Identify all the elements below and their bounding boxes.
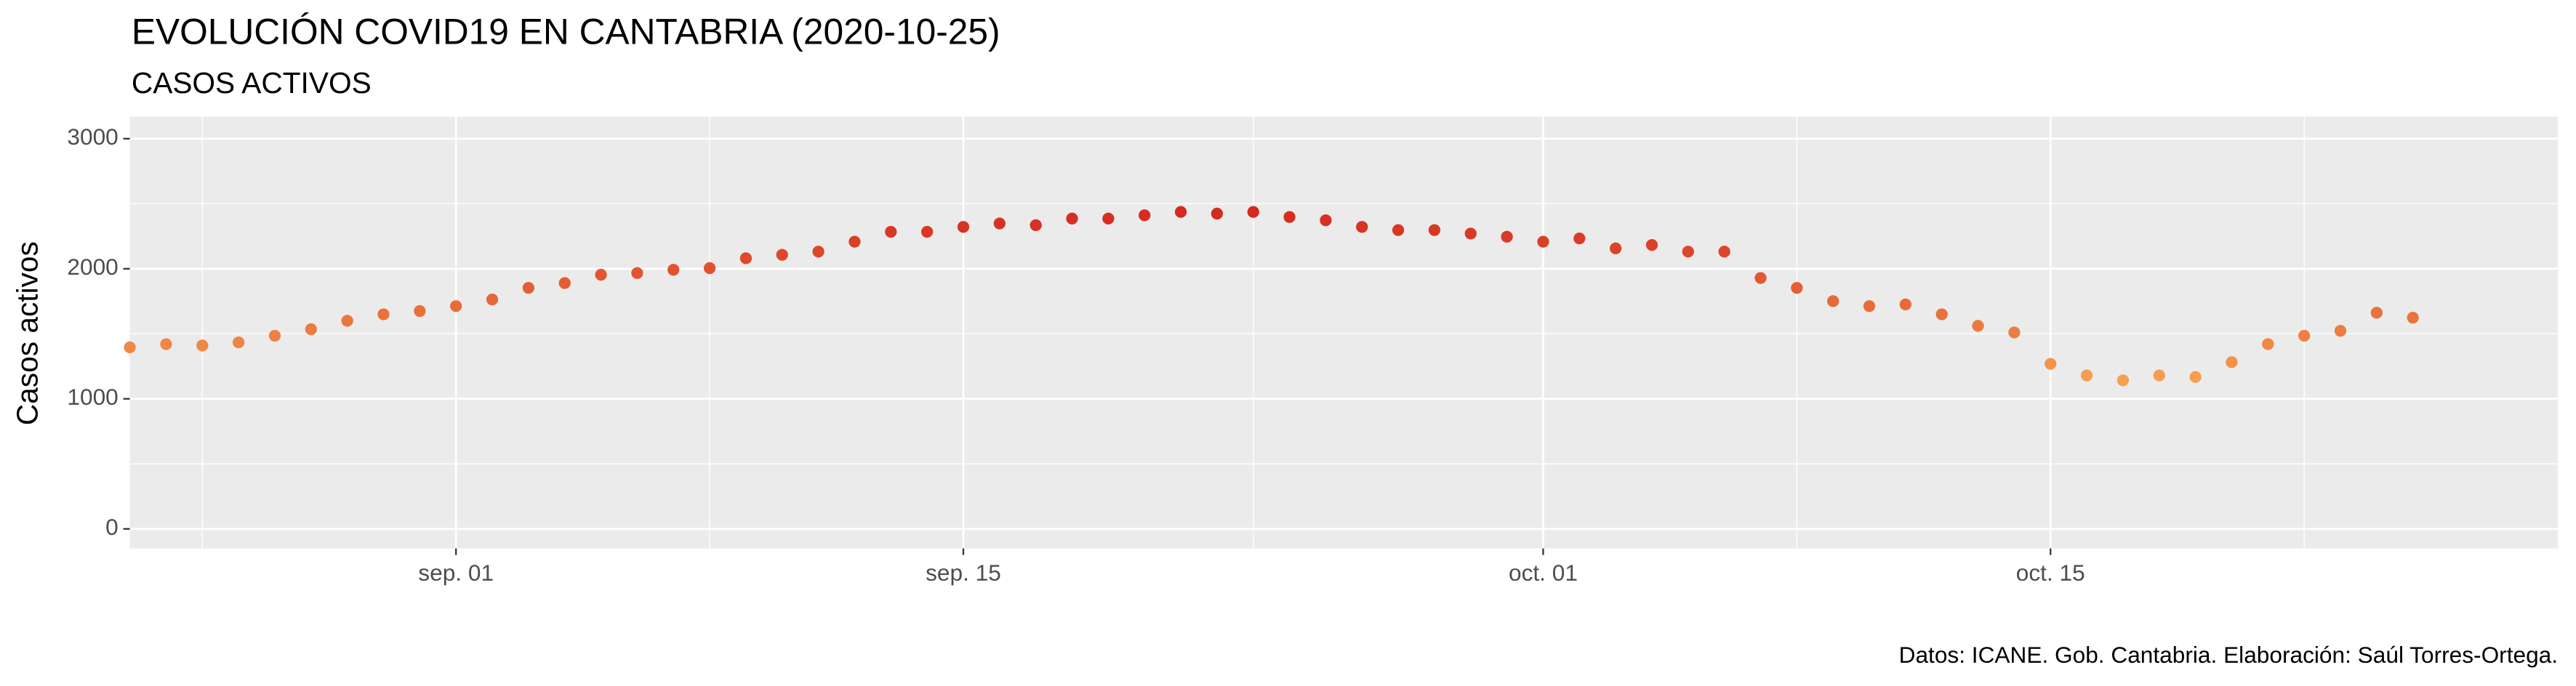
point	[812, 246, 824, 258]
point	[993, 217, 1006, 230]
point	[124, 341, 136, 354]
point	[1537, 235, 1549, 248]
point	[450, 300, 462, 312]
point	[2045, 358, 2057, 370]
point	[739, 252, 753, 265]
point	[232, 336, 245, 349]
point	[2298, 329, 2311, 342]
point	[2262, 338, 2274, 350]
x-tick-label: sep. 01	[418, 560, 494, 586]
y-axis-label: Casos activos	[11, 241, 44, 425]
point	[1066, 212, 1078, 225]
point	[1392, 224, 1405, 236]
y-tick-label: 3000	[67, 124, 118, 150]
plot-panel	[129, 116, 2559, 549]
point	[1754, 272, 1767, 284]
point	[595, 268, 607, 281]
point	[1972, 320, 1984, 332]
point	[1464, 227, 1477, 240]
point	[414, 304, 426, 318]
point	[2370, 307, 2383, 319]
point	[377, 308, 390, 320]
point	[558, 277, 571, 289]
point	[1899, 298, 1912, 311]
x-tick-label: oct. 01	[1509, 560, 1578, 586]
point	[885, 225, 897, 238]
point	[1791, 282, 1803, 294]
point	[305, 323, 317, 336]
point	[2334, 325, 2347, 337]
point	[1139, 209, 1151, 222]
point	[486, 293, 499, 306]
point	[920, 225, 934, 238]
point	[196, 339, 209, 352]
point	[631, 267, 643, 279]
point	[957, 221, 970, 233]
point	[2008, 326, 2021, 339]
point	[776, 249, 788, 261]
point	[1320, 214, 1332, 227]
point	[667, 264, 680, 276]
point	[1501, 230, 1513, 243]
point	[341, 315, 353, 327]
point	[703, 262, 716, 275]
point	[160, 338, 172, 350]
point	[2189, 371, 2202, 383]
point	[1283, 211, 1296, 223]
y-tick-label: 2000	[67, 254, 118, 280]
point	[522, 282, 534, 294]
y-tick-label: 0	[105, 514, 119, 540]
point	[2080, 369, 2093, 382]
point	[1863, 300, 1876, 312]
point	[2153, 369, 2165, 382]
point	[1030, 219, 1042, 232]
point	[1827, 295, 1839, 307]
point	[1610, 242, 1622, 254]
point	[1718, 246, 1730, 258]
point	[2226, 356, 2238, 368]
point	[1682, 246, 1694, 258]
point	[268, 329, 281, 342]
point	[848, 235, 861, 248]
point	[1356, 221, 1368, 233]
point	[1645, 238, 1658, 251]
point	[1102, 212, 1115, 225]
point	[2116, 374, 2130, 387]
chart-subtitle: CASOS ACTIVOS	[132, 66, 372, 100]
point	[1211, 207, 1224, 220]
point	[1428, 224, 1441, 236]
y-tick-label: 1000	[67, 384, 118, 410]
point	[1174, 206, 1187, 218]
caption: Datos: ICANE. Gob. Cantabria. Elaboració…	[1899, 642, 2558, 668]
point	[2407, 312, 2419, 324]
point	[1935, 308, 1948, 320]
x-tick-label: oct. 15	[2016, 560, 2085, 586]
point	[1247, 206, 1259, 218]
x-tick-label: sep. 15	[926, 560, 1001, 586]
point	[1573, 232, 1586, 245]
chart-title: EVOLUCIÓN COVID19 EN CANTABRIA (2020-10-…	[132, 12, 1000, 52]
